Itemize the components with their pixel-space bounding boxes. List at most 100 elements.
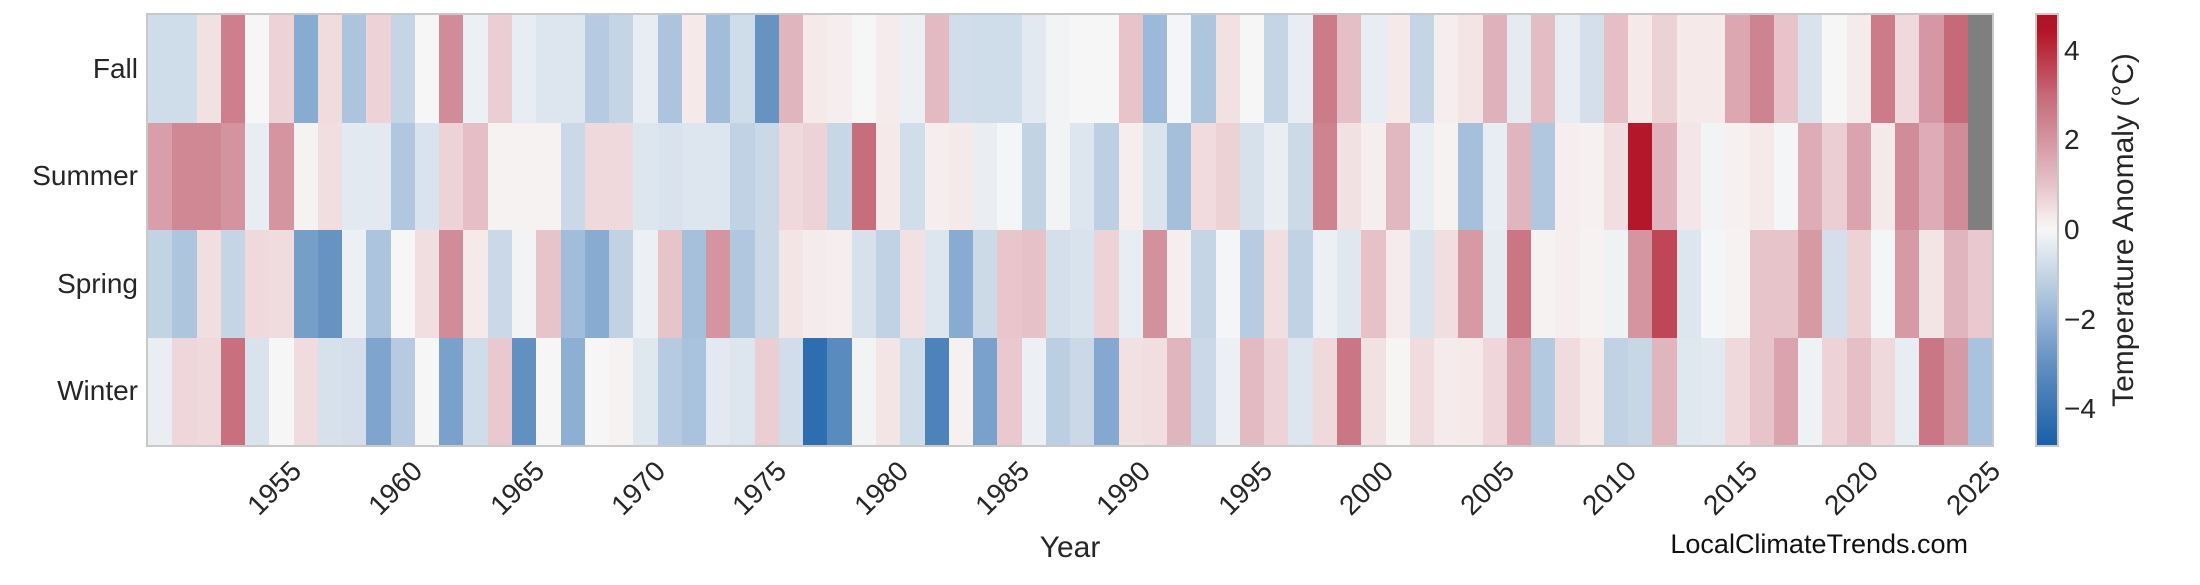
- heatmap-cell: [948, 122, 974, 230]
- heatmap-cell: [1361, 337, 1386, 445]
- heatmap-cell: [924, 122, 949, 230]
- heatmap-cell: [633, 337, 658, 445]
- heatmap-cell: [1239, 337, 1265, 445]
- heatmap-row-winter: [148, 337, 1993, 445]
- heatmap-cell: [1045, 122, 1071, 230]
- colorbar-axis-title: Temperature Anomaly (°C): [2107, 53, 2140, 407]
- x-tick-label: 1970: [605, 455, 672, 521]
- heatmap-cell: [1846, 230, 1871, 338]
- heatmap-cell: [681, 337, 707, 445]
- heatmap-cell: [1798, 230, 1823, 338]
- heatmap: [148, 15, 1993, 445]
- heatmap-cell: [1118, 230, 1143, 338]
- heatmap-cell: [172, 15, 197, 123]
- watermark-text: LocalClimateTrends.com: [1670, 529, 1968, 559]
- heatmap-cell: [875, 122, 901, 230]
- heatmap-cell: [997, 230, 1022, 338]
- heatmap-cell: [1482, 122, 1507, 230]
- heatmap-cell: [1070, 15, 1095, 123]
- heatmap-cell: [1579, 230, 1604, 338]
- heatmap-cell: [245, 122, 270, 230]
- heatmap-cell: [900, 230, 925, 338]
- heatmap-row-summer: [148, 122, 1993, 230]
- heatmap-cell: [633, 230, 658, 338]
- heatmap-cell: [1579, 337, 1604, 445]
- heatmap-cell: [1094, 122, 1119, 230]
- x-axis-title: Year: [1039, 531, 1101, 564]
- heatmap-cell: [317, 337, 343, 445]
- heatmap-cell: [1361, 15, 1386, 123]
- x-tick-label: 1995: [1211, 455, 1278, 521]
- heatmap-cell: [754, 122, 779, 230]
- x-tick-label: 2020: [1818, 455, 1885, 521]
- heatmap-cell: [1676, 230, 1701, 338]
- heatmap-cell: [511, 337, 537, 445]
- heatmap-cell: [196, 337, 221, 445]
- heatmap-cell: [1773, 230, 1799, 338]
- heatmap-cell: [1967, 122, 1993, 230]
- heatmap-cell: [1167, 122, 1192, 230]
- heatmap-cell: [1239, 230, 1265, 338]
- heatmap-cell: [803, 230, 828, 338]
- heatmap-cell: [706, 15, 731, 123]
- heatmap-cell: [148, 230, 173, 338]
- heatmap-cell: [1603, 230, 1629, 338]
- heatmap-cell: [803, 122, 828, 230]
- heatmap-cell: [1312, 337, 1338, 445]
- heatmap-cell: [1506, 337, 1532, 445]
- heatmap-cell: [536, 230, 561, 338]
- x-tick-label: 2025: [1939, 455, 2006, 521]
- heatmap-cell: [1870, 230, 1896, 338]
- heatmap-cell: [1191, 230, 1216, 338]
- heatmap-cell: [924, 337, 949, 445]
- heatmap-cell: [1895, 337, 1920, 445]
- heatmap-cell: [487, 15, 512, 123]
- heatmap-cell: [1482, 230, 1507, 338]
- heatmap-cell: [1579, 122, 1604, 230]
- heatmap-cell: [681, 122, 707, 230]
- heatmap-cell: [633, 122, 658, 230]
- heatmap-cell: [1337, 230, 1362, 338]
- heatmap-cell: [220, 230, 246, 338]
- heatmap-cell: [778, 122, 804, 230]
- heatmap-cell: [366, 337, 391, 445]
- row-label-spring: Spring: [57, 267, 138, 299]
- heatmap-cell: [1798, 337, 1823, 445]
- heatmap-cell: [778, 15, 804, 123]
- heatmap-cell: [1506, 15, 1532, 123]
- heatmap-cell: [293, 15, 318, 123]
- heatmap-cell: [1094, 15, 1119, 123]
- heatmap-cell: [1337, 337, 1362, 445]
- heatmap-cell: [1264, 15, 1289, 123]
- heatmap-cell: [1385, 122, 1410, 230]
- heatmap-cell: [875, 15, 901, 123]
- heatmap-cell: [1749, 122, 1774, 230]
- heatmap-cell: [1531, 122, 1556, 230]
- heatmap-cell: [196, 122, 221, 230]
- heatmap-cell: [997, 122, 1022, 230]
- heatmap-cell: [148, 122, 173, 230]
- heatmap-cell: [1094, 230, 1119, 338]
- heatmap-cell: [536, 15, 561, 123]
- heatmap-cell: [1506, 122, 1532, 230]
- heatmap-cell: [1822, 15, 1847, 123]
- heatmap-cell: [1167, 15, 1192, 123]
- heatmap-cell: [851, 337, 876, 445]
- colorbar-tick-label: 2: [2064, 124, 2080, 156]
- heatmap-cell: [487, 230, 512, 338]
- heatmap-cell: [1652, 122, 1677, 230]
- heatmap-cell: [1919, 337, 1944, 445]
- heatmap-cell: [1895, 230, 1920, 338]
- heatmap-cell: [1676, 337, 1701, 445]
- heatmap-cell: [439, 230, 464, 338]
- heatmap-cell: [1555, 122, 1580, 230]
- heatmap-cell: [609, 15, 634, 123]
- heatmap-cell: [1846, 15, 1871, 123]
- heatmap-cell: [1191, 122, 1216, 230]
- heatmap-cell: [1967, 15, 1993, 123]
- heatmap-cell: [657, 15, 682, 123]
- heatmap-cell: [1239, 15, 1265, 123]
- heatmap-cell: [1215, 337, 1240, 445]
- heatmap-cell: [1749, 15, 1774, 123]
- heatmap-cell: [1579, 15, 1604, 123]
